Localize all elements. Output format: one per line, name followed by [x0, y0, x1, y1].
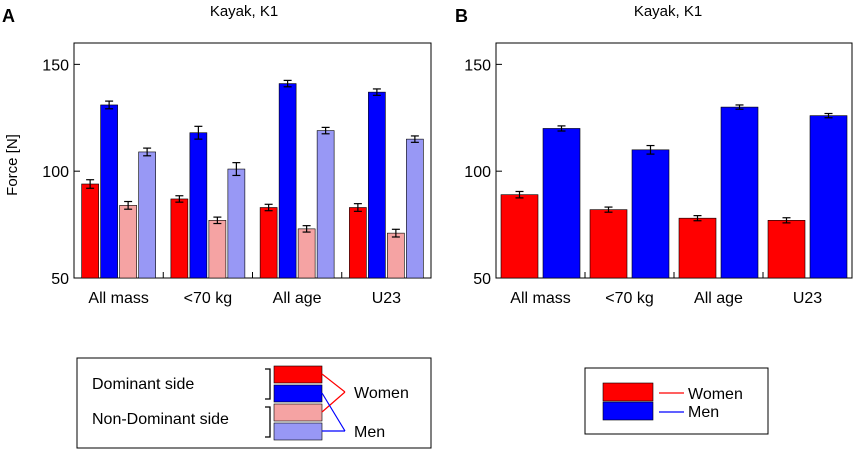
legend-a-swatch-women-dominant [273, 365, 323, 384]
panel-b-plot: 50 100 150 All mass <70 kg All age U23 [464, 57, 848, 307]
legend-b-men-label: Men [688, 404, 719, 421]
panel-b-category-label: All age [694, 290, 743, 307]
legend-a-bracket-dominant [265, 368, 271, 400]
panel-b-bar [767, 220, 806, 279]
panel-a-error-bar [175, 195, 184, 203]
panel-a-error-bar [124, 200, 133, 210]
panel-b-error-bar [604, 206, 613, 213]
panel-b-category-label: <70 kg [605, 290, 653, 307]
panel-b-error-bar [557, 125, 566, 132]
panel-a-bar [170, 198, 189, 279]
panel-a-bar [259, 207, 278, 279]
panel-a-label: A [2, 6, 15, 26]
panel-a-error-bar [353, 203, 362, 212]
panel-a-plot: 50 100 150 All mass <70 kg All age U23 [42, 57, 424, 307]
panel-a-error-bar [283, 79, 292, 88]
panel-b-title: Kayak, K1 [634, 3, 702, 20]
panel-a-bar [316, 130, 335, 279]
panel-a-title: Kayak, K1 [210, 3, 278, 20]
panel-b-bar [542, 128, 581, 279]
panel-b-ytick-label: 50 [473, 271, 491, 288]
panel-a-error-bar [264, 203, 273, 212]
panel-a-error-bar [232, 162, 241, 177]
panel-b-error-bar [735, 104, 744, 110]
panel-a-bar [368, 91, 386, 279]
panel-a-bar [189, 132, 208, 279]
panel-a-ytick-label: 50 [51, 271, 69, 288]
legend-a-swatch-men-dominant [273, 384, 323, 403]
panel-a-legend: Dominant side Non-Dominant side Women Me… [76, 357, 432, 449]
panel-b-error-bar [824, 112, 833, 119]
panel-a-category-label: <70 kg [184, 290, 232, 307]
legend-a-nondominant-label: Non-Dominant side [92, 411, 229, 428]
legend-b-women-label: Women [688, 386, 743, 403]
legend-a-women-label: Women [354, 385, 409, 402]
panel-a-error-bar [143, 147, 152, 157]
legend-a-swatch-men-nondominant [273, 422, 323, 441]
panel-a-bar [81, 183, 99, 279]
panel-b-ytick-label: 150 [464, 57, 491, 74]
panel-a-bar [387, 232, 405, 279]
legend-a-connector-women [321, 373, 346, 413]
legend-a-connector-men [321, 392, 346, 432]
panel-a-category-label: All mass [88, 290, 148, 307]
panel-a-ylabel: Force [N] [4, 134, 21, 196]
panel-a-bar [208, 220, 227, 279]
panel-b-error-bar [515, 190, 524, 199]
panel-a-bar [227, 168, 246, 279]
panel-b-bar [500, 194, 539, 279]
panel-a-error-bar [194, 125, 203, 140]
panel-a-category-label: All age [273, 290, 322, 307]
panel-b-label: B [455, 6, 468, 26]
panel-a-category-label: U23 [372, 290, 401, 307]
panel-a-error-bar [321, 126, 330, 135]
panel-a-error-bar [213, 216, 222, 225]
panel-a-bar [119, 205, 137, 279]
panel-b-category-label: All mass [510, 290, 570, 307]
panel-a-bar [297, 228, 316, 279]
panel-b-error-bar [693, 215, 702, 222]
panel-a-error-bar [86, 179, 95, 189]
legend-a-swatch-women-nondominant [273, 403, 323, 422]
panel-a-bar [406, 138, 424, 279]
panel-a-bar [100, 104, 118, 279]
panel-a-error-bar [372, 88, 381, 96]
panel-b-error-bar [782, 217, 791, 224]
panel-a-ytick-label: 100 [42, 164, 69, 181]
panel-b-bar [631, 149, 670, 279]
legend-b-swatch-men [602, 401, 654, 421]
panel-a-error-bar [391, 228, 400, 238]
panel-a-error-bar [410, 135, 419, 143]
legend-b-swatch-women [602, 382, 654, 402]
panel-a-bar [278, 83, 297, 279]
panel-a-error-bar [105, 100, 114, 110]
panel-b-legend: Women Men [584, 367, 769, 435]
panel-b-ytick-label: 100 [464, 164, 491, 181]
panel-b-error-bar [646, 144, 655, 155]
panel-a-bar [349, 207, 367, 279]
panel-b-bar [720, 106, 759, 279]
panel-b-bar [809, 115, 848, 279]
legend-a-dominant-label: Dominant side [92, 376, 194, 393]
panel-b-category-label: U23 [793, 290, 822, 307]
panel-b-bar [678, 217, 717, 279]
panel-a-bar [138, 151, 156, 279]
legend-a-bracket-nondominant [265, 406, 271, 438]
panel-a-ytick-label: 150 [42, 57, 69, 74]
panel-a-error-bar [302, 225, 311, 233]
panel-b-bar [589, 209, 628, 279]
legend-a-men-label: Men [354, 424, 385, 441]
